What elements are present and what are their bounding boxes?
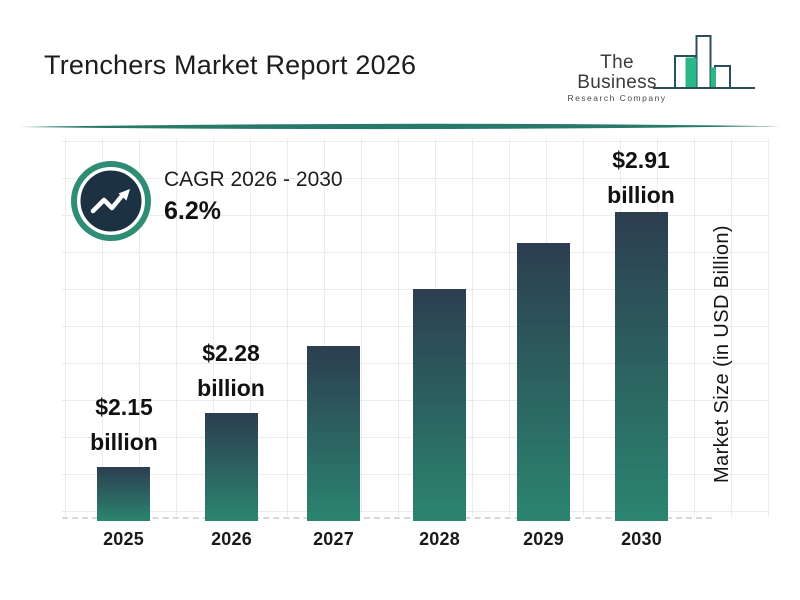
bar-value-label-2030: $2.91 billion <box>607 143 675 213</box>
value-amount: $2.28 <box>202 340 260 366</box>
x-axis-label-2028: 2028 <box>419 529 460 549</box>
axis-baseline <box>62 517 712 519</box>
x-axis-label-2029: 2029 <box>523 529 564 549</box>
bar-value-label-2025: $2.15 billion <box>90 390 158 460</box>
y-axis-label: Market Size (in USD Billion) <box>711 225 733 483</box>
bar-2027 <box>307 346 360 521</box>
bar-2026 <box>205 413 258 521</box>
cagr-value: 6.2% <box>164 197 221 225</box>
x-axis-label-2026: 2026 <box>211 529 252 549</box>
x-axis-label-2027: 2027 <box>313 529 354 549</box>
bar-value-label-2026: $2.28 billion <box>197 336 265 406</box>
value-unit: billion <box>90 429 158 455</box>
logo-bars-icon <box>653 35 755 89</box>
page-title: Trenchers Market Report 2026 <box>44 50 417 80</box>
x-axis-label-2030: 2030 <box>621 529 662 549</box>
divider-line <box>20 123 780 130</box>
company-logo: The Business Research Company <box>558 53 676 103</box>
bar-2028 <box>413 289 466 521</box>
cagr-label: CAGR 2026 - 2030 <box>164 168 343 191</box>
bar-2030 <box>615 212 668 521</box>
logo-tagline: Research Company <box>567 92 667 103</box>
logo-name: The Business <box>577 52 657 93</box>
bar-2025 <box>97 467 150 521</box>
bar-2029 <box>517 243 570 521</box>
value-unit: billion <box>197 375 265 401</box>
value-amount: $2.15 <box>95 394 153 420</box>
growth-arrow-icon <box>71 161 151 241</box>
x-axis-label-2025: 2025 <box>103 529 144 549</box>
value-amount: $2.91 <box>612 147 670 173</box>
value-unit: billion <box>607 182 675 208</box>
